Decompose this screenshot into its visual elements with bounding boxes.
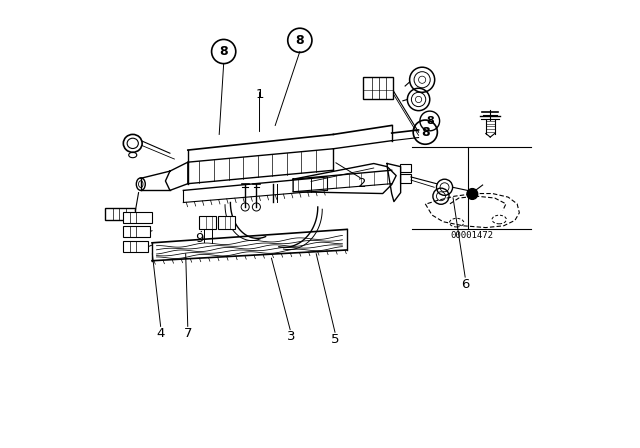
Text: 8: 8 [296,34,304,47]
Bar [123,226,150,237]
Bar [400,164,411,172]
Bar [400,174,411,183]
Text: 3: 3 [287,330,295,344]
Text: 1: 1 [255,87,264,101]
Polygon shape [387,164,401,202]
Bar [123,241,148,252]
Bar [105,208,136,220]
Polygon shape [165,162,188,190]
Text: 6: 6 [461,278,470,291]
Text: 4: 4 [157,327,165,340]
Text: 8: 8 [421,125,429,139]
Circle shape [467,189,477,199]
Bar [123,212,152,223]
Text: 8: 8 [426,116,434,126]
Bar [199,216,216,229]
Text: 00001472: 00001472 [450,231,493,240]
Polygon shape [293,164,396,194]
Text: 2: 2 [358,177,367,190]
Text: 9: 9 [195,232,204,245]
Text: 8: 8 [220,45,228,58]
Bar [218,216,235,229]
Text: 7: 7 [184,327,192,340]
Bar [364,77,392,99]
Text: 5: 5 [332,333,340,346]
